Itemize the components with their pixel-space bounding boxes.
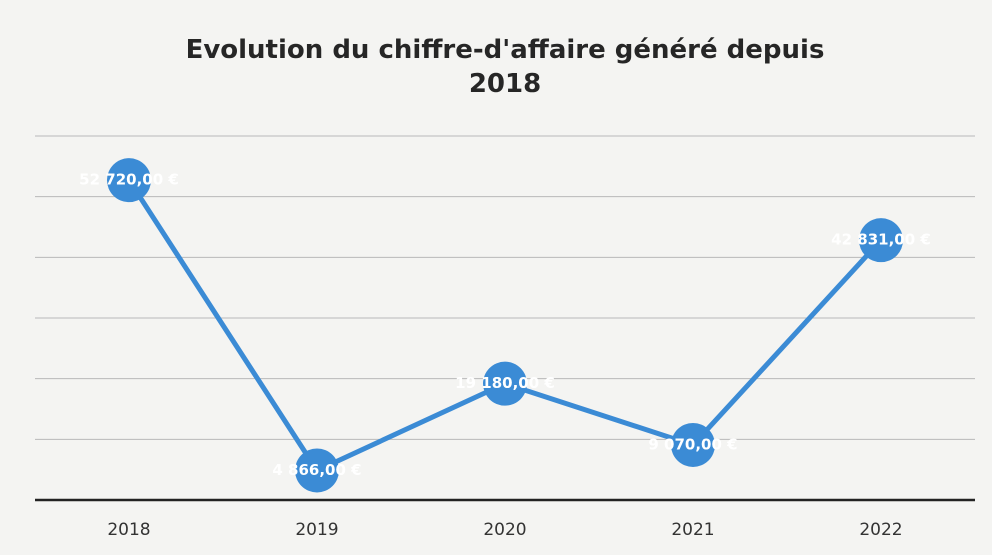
x-tick-label: 2020 [483,520,526,540]
chart-title: Evolution du chiffre-d'affaire généré de… [186,35,825,99]
title-line: 2018 [469,69,541,99]
marker [483,361,527,406]
value-label: 42 831,00 € [831,231,931,249]
marker [859,218,903,263]
value-label: 19 180,00 € [455,374,555,392]
value-label: 4 866,00 € [272,461,361,479]
x-tick-label: 2018 [107,520,150,540]
x-tick-label: 2019 [295,520,338,540]
value-label: 9 070,00 € [648,435,737,453]
value-label: 52 720,00 € [79,171,179,189]
x-tick-label: 2021 [671,520,714,540]
marker [295,448,339,493]
x-tick-label: 2022 [859,520,902,540]
title-line: Evolution du chiffre-d'affaire généré de… [186,35,825,65]
marker [671,422,715,467]
marker [107,158,151,203]
